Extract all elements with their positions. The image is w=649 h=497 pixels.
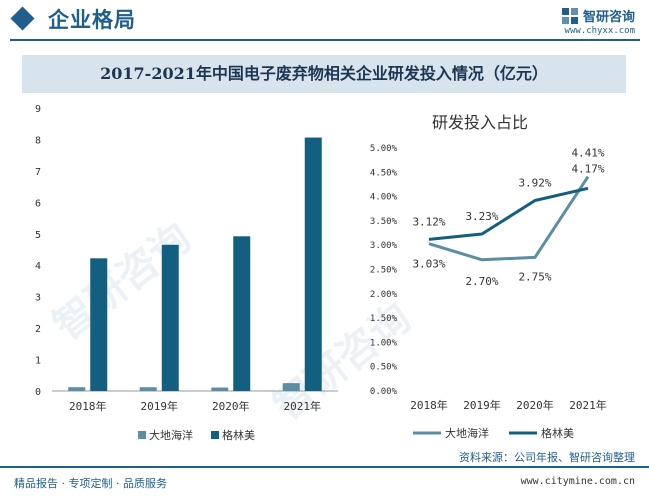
- legend-swatch: [138, 431, 146, 439]
- y-tick-label: 0.00%: [370, 387, 398, 397]
- bar: [68, 387, 86, 391]
- data-label: 2.70%: [465, 275, 498, 288]
- footer-url: www.citymine.com.cn: [520, 476, 635, 487]
- bar: [304, 137, 322, 391]
- legend-label: 大地海洋: [149, 428, 193, 442]
- bar: [90, 258, 108, 391]
- legend-label: 格林美: [541, 426, 574, 440]
- footer-divider: [0, 466, 649, 468]
- footer-tagline: 精品报告 · 专项定制 · 品质服务: [14, 477, 167, 490]
- y-tick-label: 2.00%: [370, 290, 398, 300]
- x-tick-label: 2018年: [410, 398, 448, 412]
- section-title: 企业格局: [48, 8, 136, 32]
- data-label: 3.92%: [518, 176, 551, 189]
- x-tick-label: 2020年: [212, 399, 250, 413]
- y-tick-label: 3.50%: [370, 217, 398, 227]
- y-tick-label: 1.50%: [370, 314, 398, 324]
- y-tick-label: 3.00%: [370, 241, 398, 251]
- data-label: 3.12%: [412, 215, 445, 228]
- data-label: 4.41%: [571, 147, 604, 160]
- y-tick-label: 9: [35, 104, 41, 115]
- data-label: 2.75%: [518, 270, 551, 283]
- x-tick-label: 2021年: [284, 399, 322, 413]
- bar: [139, 387, 157, 391]
- legend-label: 格林美: [222, 428, 255, 442]
- x-tick-label: 2019年: [463, 398, 501, 412]
- y-tick-label: 5.00%: [370, 144, 398, 154]
- brand-name: 智研咨询: [582, 10, 635, 25]
- y-tick-label: 7: [35, 167, 41, 178]
- legend-label: 大地海洋: [445, 426, 489, 440]
- header-divider: [10, 39, 640, 41]
- x-tick-label: 2019年: [141, 399, 179, 413]
- y-tick-label: 4: [35, 261, 41, 272]
- data-label: 3.23%: [465, 210, 498, 223]
- line-series: [428, 186, 589, 241]
- source-note: 资料来源：公司年报、智研咨询整理: [459, 451, 635, 464]
- line-series: [428, 175, 590, 262]
- data-label: 3.03%: [412, 258, 445, 271]
- y-tick-label: 5: [35, 230, 41, 241]
- x-tick-label: 2021年: [569, 398, 607, 412]
- bar: [161, 244, 179, 391]
- y-tick-label: 3: [35, 293, 41, 304]
- y-tick-label: 4.00%: [370, 193, 398, 203]
- bar: [282, 383, 300, 391]
- x-tick-label: 2020年: [516, 398, 554, 412]
- line-chart-title: 研发投入占比: [432, 113, 528, 132]
- y-tick-label: 8: [35, 135, 41, 146]
- chart-title-banner: 2017-2021年中国电子废弃物相关企业研发投入情况（亿元）: [22, 55, 626, 93]
- chart-title: 2017-2021年中国电子废弃物相关企业研发投入情况（亿元）: [100, 64, 548, 83]
- y-tick-label: 4.50%: [370, 168, 398, 178]
- page-footer: 精品报告 · 专项定制 · 品质服务 www.citymine.com.cn: [0, 466, 649, 497]
- legend-swatch: [211, 431, 219, 439]
- y-tick-label: 2: [35, 324, 41, 335]
- bar: [211, 387, 229, 391]
- data-label: 4.17%: [571, 162, 604, 175]
- y-tick-label: 1.00%: [370, 338, 398, 348]
- brand-url: www.chyxx.com: [564, 26, 635, 36]
- y-tick-label: 0.50%: [370, 363, 398, 373]
- x-tick-label: 2018年: [69, 399, 107, 413]
- bar: [233, 236, 251, 391]
- y-tick-label: 6: [35, 198, 41, 209]
- page-header: 企业格局 智研咨询 www.chyxx.com: [0, 0, 649, 44]
- y-tick-label: 1: [35, 356, 41, 367]
- brand: 智研咨询 www.chyxx.com: [561, 6, 635, 36]
- y-tick-label: 2.50%: [370, 266, 398, 276]
- y-tick-label: 0: [35, 387, 41, 398]
- brand-logo-icon: [561, 7, 578, 24]
